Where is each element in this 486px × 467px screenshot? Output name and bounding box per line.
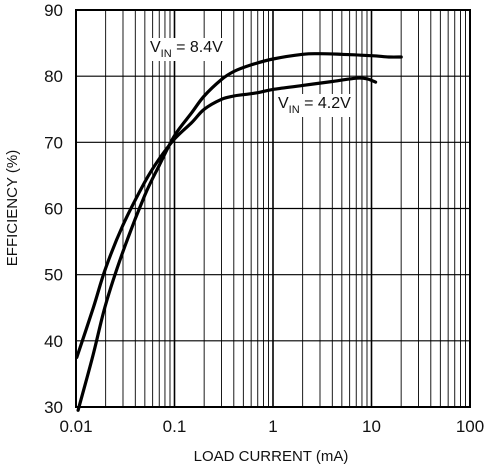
y-axis-title: EFFICIENCY (%) (4, 150, 21, 266)
y-tick-label: 30 (44, 398, 63, 417)
series-label-main: V (150, 39, 161, 56)
y-tick-label: 50 (44, 266, 63, 285)
x-tick-label: 100 (456, 417, 484, 436)
x-tick-label: 0.01 (59, 417, 92, 436)
series-layer (75, 52, 403, 412)
series-label-subscript: IN (289, 104, 300, 116)
y-tick-label: 60 (44, 200, 63, 219)
series-label-subscript: IN (161, 48, 172, 60)
x-tick-label: 1 (268, 417, 277, 436)
series-line-1 (75, 76, 378, 359)
series-label-main: V (278, 95, 289, 112)
series-label-background (276, 94, 354, 117)
y-tick-label: 40 (44, 332, 63, 351)
series-label-rest: = 4.2V (300, 95, 351, 112)
plot-frame (75, 9, 471, 408)
series-label-vin-4-2v: VIN = 4.2V (278, 95, 351, 116)
series-label-vin-8-4v: VIN = 8.4V (150, 39, 223, 60)
series-label-rest: = 8.4V (172, 39, 223, 56)
series-label-background (148, 38, 226, 61)
y-tick-label: 80 (44, 67, 63, 86)
series-line-0 (76, 52, 403, 412)
y-tick-label: 90 (44, 1, 63, 20)
x-axis-title: LOAD CURRENT (mA) (194, 448, 349, 465)
x-tick-label: 0.1 (163, 417, 187, 436)
x-tick-label: 10 (362, 417, 381, 436)
grid-lines (75, 9, 471, 408)
tick-labels: 0.01 0.1 1 10 100 30 40 50 60 70 80 90 (44, 1, 484, 436)
y-tick-label: 70 (44, 133, 63, 152)
